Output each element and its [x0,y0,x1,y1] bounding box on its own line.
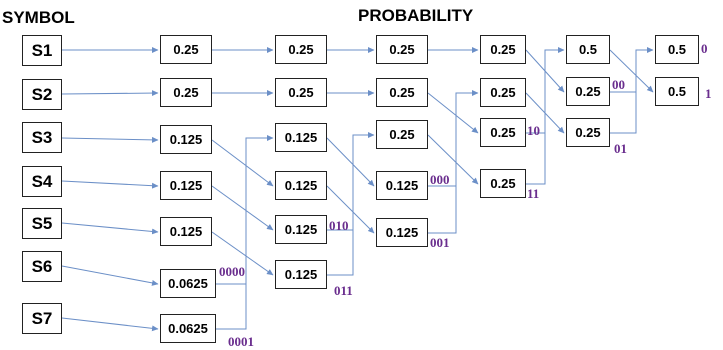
stage6-box-1: 0.5 [655,77,699,106]
connector-line [610,92,637,134]
connector-line [216,284,247,330]
code-stage4-box3: 11 [527,186,540,201]
stage2-box-1: 0.25 [275,78,327,107]
stage4-box-3: 0.25 [480,169,526,198]
connector-line [61,317,159,332]
stage5-box-1: 0.25 [566,77,610,106]
connector-line [326,185,375,234]
stage1-prob-s6: 0.0625 [160,269,216,298]
stage1-prob-s1: 0.25 [160,35,212,64]
connector-line [610,47,654,93]
connector-line [61,136,159,143]
code-stage6-box1: 1 [705,86,712,101]
connector-line [427,134,479,185]
connector-line [61,180,159,189]
connector-line [326,137,375,187]
stage2-box-5: 0.125 [275,260,327,289]
symbol-s5: S5 [22,208,62,239]
connector-line [211,231,274,276]
code-s6: 0000 [219,264,245,279]
symbol-header: SYMBOL [2,8,75,27]
code-stage4-box2: 10 [527,123,540,138]
symbol-s1: S1 [22,35,62,66]
stage3-box-1: 0.25 [376,78,428,107]
connector-line [327,230,354,276]
stage4-box-1: 0.25 [480,78,526,107]
stage5-box-2: 0.25 [566,118,610,147]
stage2-box-4: 0.125 [275,215,327,244]
stage3-box-2: 0.25 [376,120,428,149]
stage1-prob-s3: 0.125 [160,125,212,154]
stage3-box-3: 0.125 [376,171,428,200]
stage5-box-0: 0.5 [566,35,610,64]
connector-line [428,90,479,187]
symbol-s6: S6 [22,251,62,282]
connector-line [428,186,457,234]
probability-header: PROBABILITY [358,6,474,25]
connector-line [327,132,375,231]
stage4-box-2: 0.25 [480,118,526,147]
connector-line [61,90,159,97]
stage3-box-0: 0.25 [376,35,428,64]
symbol-s2: S2 [22,79,62,110]
code-stage6-box0: 0 [701,41,708,56]
code-stage5-box1: 00 [612,77,625,92]
stage1-prob-s7: 0.0625 [160,314,216,343]
stage1-prob-s2: 0.25 [160,78,212,107]
connector-line [609,49,654,93]
stage1-prob-s4: 0.125 [160,171,212,200]
symbol-s7: S7 [22,303,62,334]
stage2-box-0: 0.25 [275,35,327,64]
connector-line [526,47,565,134]
connector-line [526,133,546,185]
connector-line [211,185,274,231]
code-stage2-box5: 011 [334,283,353,298]
symbol-s3: S3 [22,122,62,153]
stage4-box-0: 0.25 [480,35,526,64]
code-stage3-box4: 001 [430,235,450,250]
connector-line [216,135,274,285]
stage3-box-4: 0.125 [376,218,428,247]
code-stage5-box2: 01 [614,141,627,156]
stage6-box-0: 0.5 [655,35,699,64]
code-s7: 0001 [228,334,254,349]
code-stage3-box3: 000 [430,172,450,187]
connector-line [61,265,159,286]
stage1-prob-s5: 0.125 [160,217,212,246]
connector-line [61,222,159,235]
stage2-box-2: 0.125 [275,123,327,152]
connector-line [211,139,274,187]
connector-line [427,92,479,134]
code-stage2-box4: 010 [329,218,349,233]
symbol-s4: S4 [22,166,62,197]
stage2-box-3: 0.125 [275,171,327,200]
